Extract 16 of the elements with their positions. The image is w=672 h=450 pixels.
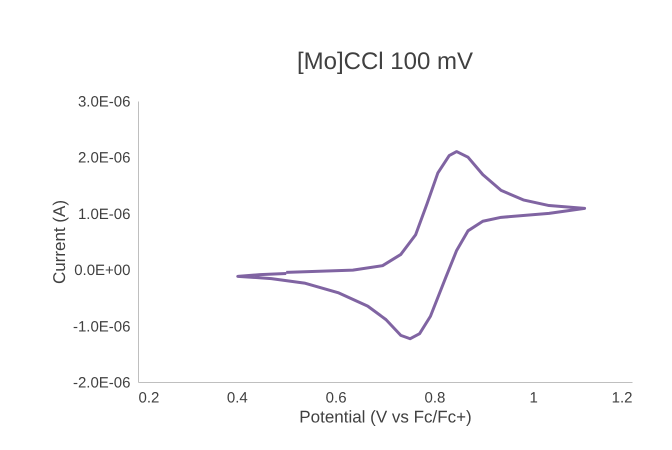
y-tick-label: 3.0E-06 [78, 94, 130, 110]
x-tick-label: 0.2 [138, 390, 160, 406]
x-tick-label: 1 [530, 390, 538, 406]
x-tick-label: 0.8 [424, 390, 446, 406]
line-series [236, 150, 586, 340]
chart-title: [Mo]CCl 100 mV [296, 48, 474, 75]
x-tick-label: 0.6 [326, 390, 347, 406]
x-tick-label: 1.2 [612, 390, 632, 406]
y-tick-label: -2.0E-06 [72, 374, 130, 392]
y-tick-label: 1.0E-06 [78, 206, 130, 223]
x-axis-title: Potential (V vs Fc/Fc+) [299, 408, 472, 426]
y-tick-label: 2.0E-06 [78, 150, 130, 167]
y-tick-label: 0.0E+00 [74, 262, 130, 280]
y-tick-label: -1.0E-06 [72, 318, 130, 336]
y-axis-title: Current (A) [50, 200, 69, 284]
x-tick-label: 0.4 [226, 390, 248, 406]
